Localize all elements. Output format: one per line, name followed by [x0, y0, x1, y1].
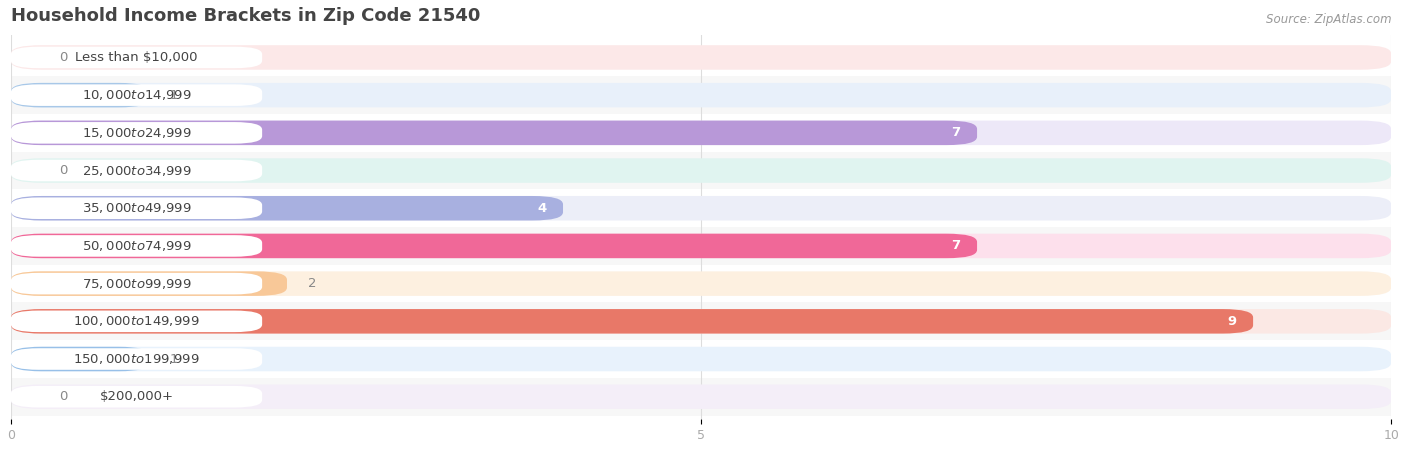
FancyBboxPatch shape — [11, 158, 1391, 183]
Bar — [11, 227, 1391, 265]
Text: 4: 4 — [537, 202, 547, 215]
Bar — [11, 340, 1391, 378]
Bar — [11, 303, 1391, 340]
FancyBboxPatch shape — [11, 347, 1391, 371]
FancyBboxPatch shape — [11, 83, 1391, 107]
Text: $200,000+: $200,000+ — [100, 390, 173, 403]
FancyBboxPatch shape — [11, 309, 1391, 334]
FancyBboxPatch shape — [11, 121, 977, 145]
Bar — [11, 76, 1391, 114]
Text: $150,000 to $199,999: $150,000 to $199,999 — [73, 352, 200, 366]
FancyBboxPatch shape — [11, 45, 1391, 70]
FancyBboxPatch shape — [11, 233, 977, 258]
Text: $15,000 to $24,999: $15,000 to $24,999 — [82, 126, 191, 140]
Text: $100,000 to $149,999: $100,000 to $149,999 — [73, 314, 200, 328]
Bar — [11, 189, 1391, 227]
Text: $35,000 to $49,999: $35,000 to $49,999 — [82, 201, 191, 215]
Text: 0: 0 — [59, 51, 67, 64]
FancyBboxPatch shape — [11, 311, 262, 332]
FancyBboxPatch shape — [11, 309, 1253, 334]
FancyBboxPatch shape — [11, 121, 1391, 145]
FancyBboxPatch shape — [11, 160, 262, 181]
Text: 7: 7 — [952, 239, 960, 252]
FancyBboxPatch shape — [11, 348, 262, 370]
Bar — [11, 39, 1391, 76]
FancyBboxPatch shape — [11, 271, 287, 296]
Text: $25,000 to $34,999: $25,000 to $34,999 — [82, 163, 191, 177]
Text: 0: 0 — [59, 390, 67, 403]
Bar — [11, 114, 1391, 152]
FancyBboxPatch shape — [11, 384, 1391, 409]
FancyBboxPatch shape — [11, 271, 1391, 296]
Text: 1: 1 — [170, 352, 179, 365]
Bar — [11, 152, 1391, 189]
Text: 0: 0 — [59, 164, 67, 177]
FancyBboxPatch shape — [11, 47, 262, 68]
Text: Source: ZipAtlas.com: Source: ZipAtlas.com — [1267, 13, 1392, 26]
Text: Household Income Brackets in Zip Code 21540: Household Income Brackets in Zip Code 21… — [11, 7, 481, 25]
FancyBboxPatch shape — [11, 122, 262, 144]
FancyBboxPatch shape — [11, 235, 262, 257]
FancyBboxPatch shape — [11, 233, 1391, 258]
FancyBboxPatch shape — [11, 196, 562, 220]
Bar — [11, 378, 1391, 416]
FancyBboxPatch shape — [11, 84, 262, 106]
Text: 2: 2 — [308, 277, 316, 290]
Text: $10,000 to $14,999: $10,000 to $14,999 — [82, 88, 191, 102]
FancyBboxPatch shape — [11, 83, 149, 107]
Text: 7: 7 — [952, 126, 960, 139]
Text: 1: 1 — [170, 88, 179, 101]
Text: $75,000 to $99,999: $75,000 to $99,999 — [82, 277, 191, 291]
Bar — [11, 265, 1391, 303]
Text: Less than $10,000: Less than $10,000 — [76, 51, 198, 64]
FancyBboxPatch shape — [11, 347, 149, 371]
FancyBboxPatch shape — [11, 196, 1391, 220]
FancyBboxPatch shape — [11, 386, 262, 408]
FancyBboxPatch shape — [11, 198, 262, 219]
FancyBboxPatch shape — [11, 273, 262, 295]
Text: $50,000 to $74,999: $50,000 to $74,999 — [82, 239, 191, 253]
Text: 9: 9 — [1227, 315, 1236, 328]
